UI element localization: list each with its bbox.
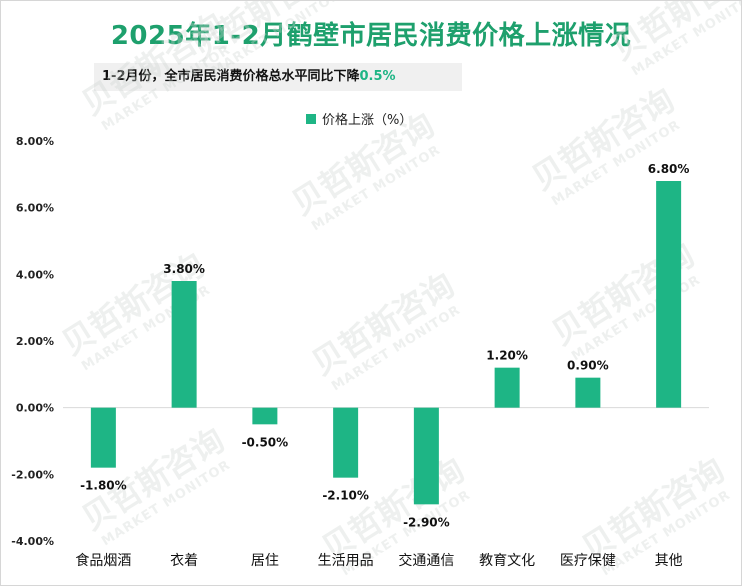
bar	[252, 407, 278, 425]
bar	[333, 407, 359, 478]
data-label: 1.20%	[486, 349, 528, 363]
data-label: 0.90%	[567, 359, 609, 373]
x-tick-label: 医疗保健	[560, 553, 616, 569]
legend: 价格上涨（%）	[306, 109, 412, 128]
y-tick-label: 8.00%	[16, 135, 54, 148]
legend-swatch	[306, 113, 316, 124]
x-tick-label: 居住	[251, 553, 279, 569]
data-label: 6.80%	[648, 162, 690, 176]
bar	[494, 367, 520, 408]
bar	[656, 181, 682, 408]
x-tick-label: 食品烟酒	[75, 552, 131, 569]
x-tick-label: 其他	[655, 553, 683, 569]
subtitle-box: 1-2月份，全市居民消费价格总水平同比下降0.5%	[94, 63, 462, 91]
x-tick-label: 衣着	[170, 553, 198, 569]
y-tick-label: -2.00%	[11, 468, 54, 481]
axis-layer: 8.00% 6.00% 4.00% 2.00% 0.00% -2.00% -4.00%	[11, 135, 709, 548]
data-label: 3.80%	[163, 262, 205, 276]
subtitle-highlight: 0.5%	[359, 69, 396, 84]
data-label: -2.10%	[322, 489, 369, 503]
y-tick-label: -4.00%	[11, 535, 54, 548]
x-tick-label: 教育文化	[479, 553, 535, 569]
x-tick-label: 交通通信	[398, 552, 454, 569]
legend-label: 价格上涨（%）	[322, 113, 413, 128]
bar	[171, 281, 197, 408]
data-label: -2.90%	[403, 515, 450, 529]
bar	[90, 407, 116, 468]
chart-title: 2025年1-2月鹤壁市居民消费价格上涨情况	[110, 21, 632, 51]
y-tick-label: 2.00%	[16, 335, 54, 348]
y-tick-label: 0.00%	[16, 402, 54, 415]
x-tick-label: 生活用品	[318, 553, 374, 569]
data-label: -0.50%	[242, 435, 289, 449]
y-tick-label: 6.00%	[16, 202, 54, 215]
y-tick-label: 4.00%	[16, 268, 54, 281]
data-label: -1.80%	[80, 479, 127, 493]
bar-layer: -1.80% 食品烟酒 3.80% 衣着 -0.50% 居住 -2.10% 生活用品 -2.90…	[75, 162, 689, 569]
bar	[575, 377, 601, 408]
subtitle-text: 1-2月份，全市居民消费价格总水平同比下降	[102, 69, 360, 84]
bar	[413, 407, 439, 505]
